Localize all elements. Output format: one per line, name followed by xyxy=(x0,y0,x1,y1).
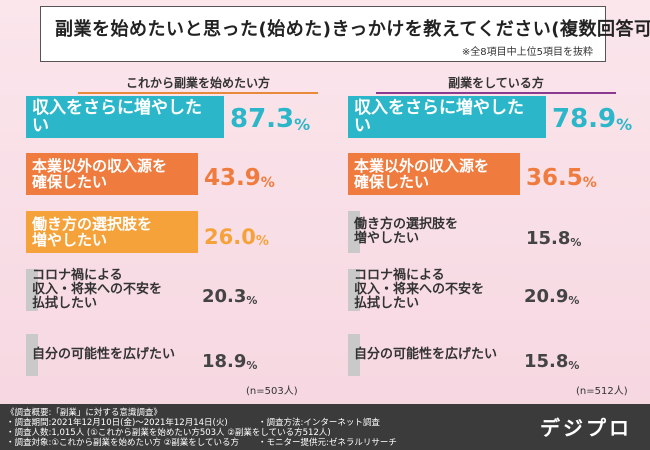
value-number: 87.3 xyxy=(230,104,295,134)
value-label: 87.3% xyxy=(230,96,310,138)
bar-label: 本業以外の収入源を 確保したい xyxy=(348,153,520,195)
value-label: 26.0% xyxy=(204,211,269,253)
value-number: 26.0 xyxy=(204,225,256,249)
brand-logo: デジプロ xyxy=(540,416,632,440)
value-label: 15.8% xyxy=(524,334,579,376)
value-number: 36.5 xyxy=(526,165,583,191)
value-label: 20.3% xyxy=(202,269,257,311)
bar-label: 働き方の選択肢を 増やしたい xyxy=(26,211,198,253)
footer-survey-method: ・調査方法:インターネット調査 xyxy=(258,418,380,428)
bar xyxy=(26,334,38,376)
bar-label-text: 自分の可能性を広げたい xyxy=(354,346,498,362)
bar-label-text: 収入をさらに増やしたい xyxy=(32,97,202,136)
footer: 《調査概要:「副業」に対する意識調査》 ・調査期間:2021年12月10日(金)… xyxy=(0,404,650,450)
right-n-note: (n=512人) xyxy=(576,386,628,397)
value-label: 20.9% xyxy=(524,269,579,311)
bar-label: 自分の可能性を広げたい xyxy=(348,334,518,376)
value-unit: % xyxy=(255,234,269,249)
footer-survey-provider: ・モニター提供元:ゼネラルリサーチ xyxy=(258,438,397,448)
value-label: 78.9% xyxy=(552,96,632,138)
left-column-underline xyxy=(78,92,318,94)
value-unit: % xyxy=(568,359,580,372)
value-number: 18.9 xyxy=(202,351,247,372)
value-number: 43.9 xyxy=(204,165,261,191)
footer-survey-count: ・調査人数:1,015人 (①これから副業を始めたい方503人 ②副業をしている… xyxy=(6,428,331,438)
value-unit: % xyxy=(246,359,258,372)
bar xyxy=(26,153,198,195)
bar-label-text: 本業以外の収入源を 確保したい xyxy=(32,156,168,191)
bar-label-text: 働き方の選択肢を 増やしたい xyxy=(32,214,153,249)
value-unit: % xyxy=(582,175,597,191)
value-unit: % xyxy=(568,294,580,307)
bar-label-text: 本業以外の収入源を 確保したい xyxy=(354,156,490,191)
right-column-underline xyxy=(376,92,616,94)
value-number: 20.9 xyxy=(524,286,569,307)
bar-label: 働き方の選択肢を 増やしたい xyxy=(348,211,520,253)
value-unit: % xyxy=(246,294,258,307)
bar-label-text: コロナ禍による 収入・将来への不安を 払拭したい xyxy=(354,267,485,312)
value-number: 15.8 xyxy=(526,228,571,249)
bar-label-text: 収入をさらに増やしたい xyxy=(354,97,524,136)
value-number: 20.3 xyxy=(202,286,247,307)
note-text: ※全8項目中上位5項目を抜粋 xyxy=(461,47,593,58)
bar-label: 自分の可能性を広げたい xyxy=(26,334,196,376)
footer-survey-period: ・調査期間:2021年12月10日(金)〜2021年12月14日(火) xyxy=(6,418,228,428)
bar xyxy=(26,96,224,138)
value-unit: % xyxy=(294,115,311,134)
bar-label: 収入をさらに増やしたい xyxy=(348,96,546,138)
value-number: 15.8 xyxy=(524,351,569,372)
title-box: 副業を始めたいと思った(始めた)きっかけを教えてください(複数回答可) ※全8項… xyxy=(40,6,650,62)
right-column-title: 副業をしている方 xyxy=(376,74,616,94)
bar xyxy=(348,211,360,253)
bar xyxy=(348,269,360,311)
bar xyxy=(26,269,38,311)
bar-label: コロナ禍による 収入・将来への不安を 払拭したい xyxy=(348,267,518,312)
chart-title: 副業を始めたいと思った(始めた)きっかけを教えてください(複数回答可) xyxy=(55,19,650,40)
value-unit: % xyxy=(260,175,275,191)
bar-label-text: 自分の可能性を広げたい xyxy=(32,346,176,362)
bar xyxy=(348,96,546,138)
value-unit: % xyxy=(616,115,633,134)
right-column-title-text: 副業をしている方 xyxy=(448,76,544,90)
value-number: 78.9 xyxy=(552,104,617,134)
bar-label: コロナ禍による 収入・将来への不安を 払拭したい xyxy=(26,267,196,312)
footer-survey-target: ・調査対象:①これから副業を始めたい方 ②副業をしている方 xyxy=(6,438,240,448)
value-label: 43.9% xyxy=(204,153,275,195)
left-n-note: (n=503人) xyxy=(246,386,298,397)
value-unit: % xyxy=(570,236,582,249)
bar-label-text: コロナ禍による 収入・将来への不安を 払拭したい xyxy=(32,267,163,312)
left-column-title-text: これから副業を始めたい方 xyxy=(125,76,270,90)
bar xyxy=(348,334,360,376)
footer-survey-title: 《調査概要:「副業」に対する意識調査》 xyxy=(6,408,162,418)
bar xyxy=(348,153,520,195)
bar-label: 本業以外の収入源を 確保したい xyxy=(26,153,198,195)
bar xyxy=(26,211,198,253)
value-label: 36.5% xyxy=(526,153,597,195)
value-label: 18.9% xyxy=(202,334,257,376)
bar-label: 収入をさらに増やしたい xyxy=(26,96,224,138)
left-column-title: これから副業を始めたい方 xyxy=(78,74,318,94)
value-label: 15.8% xyxy=(526,211,581,253)
bar-label-text: 働き方の選択肢を 増やしたい xyxy=(354,216,459,246)
